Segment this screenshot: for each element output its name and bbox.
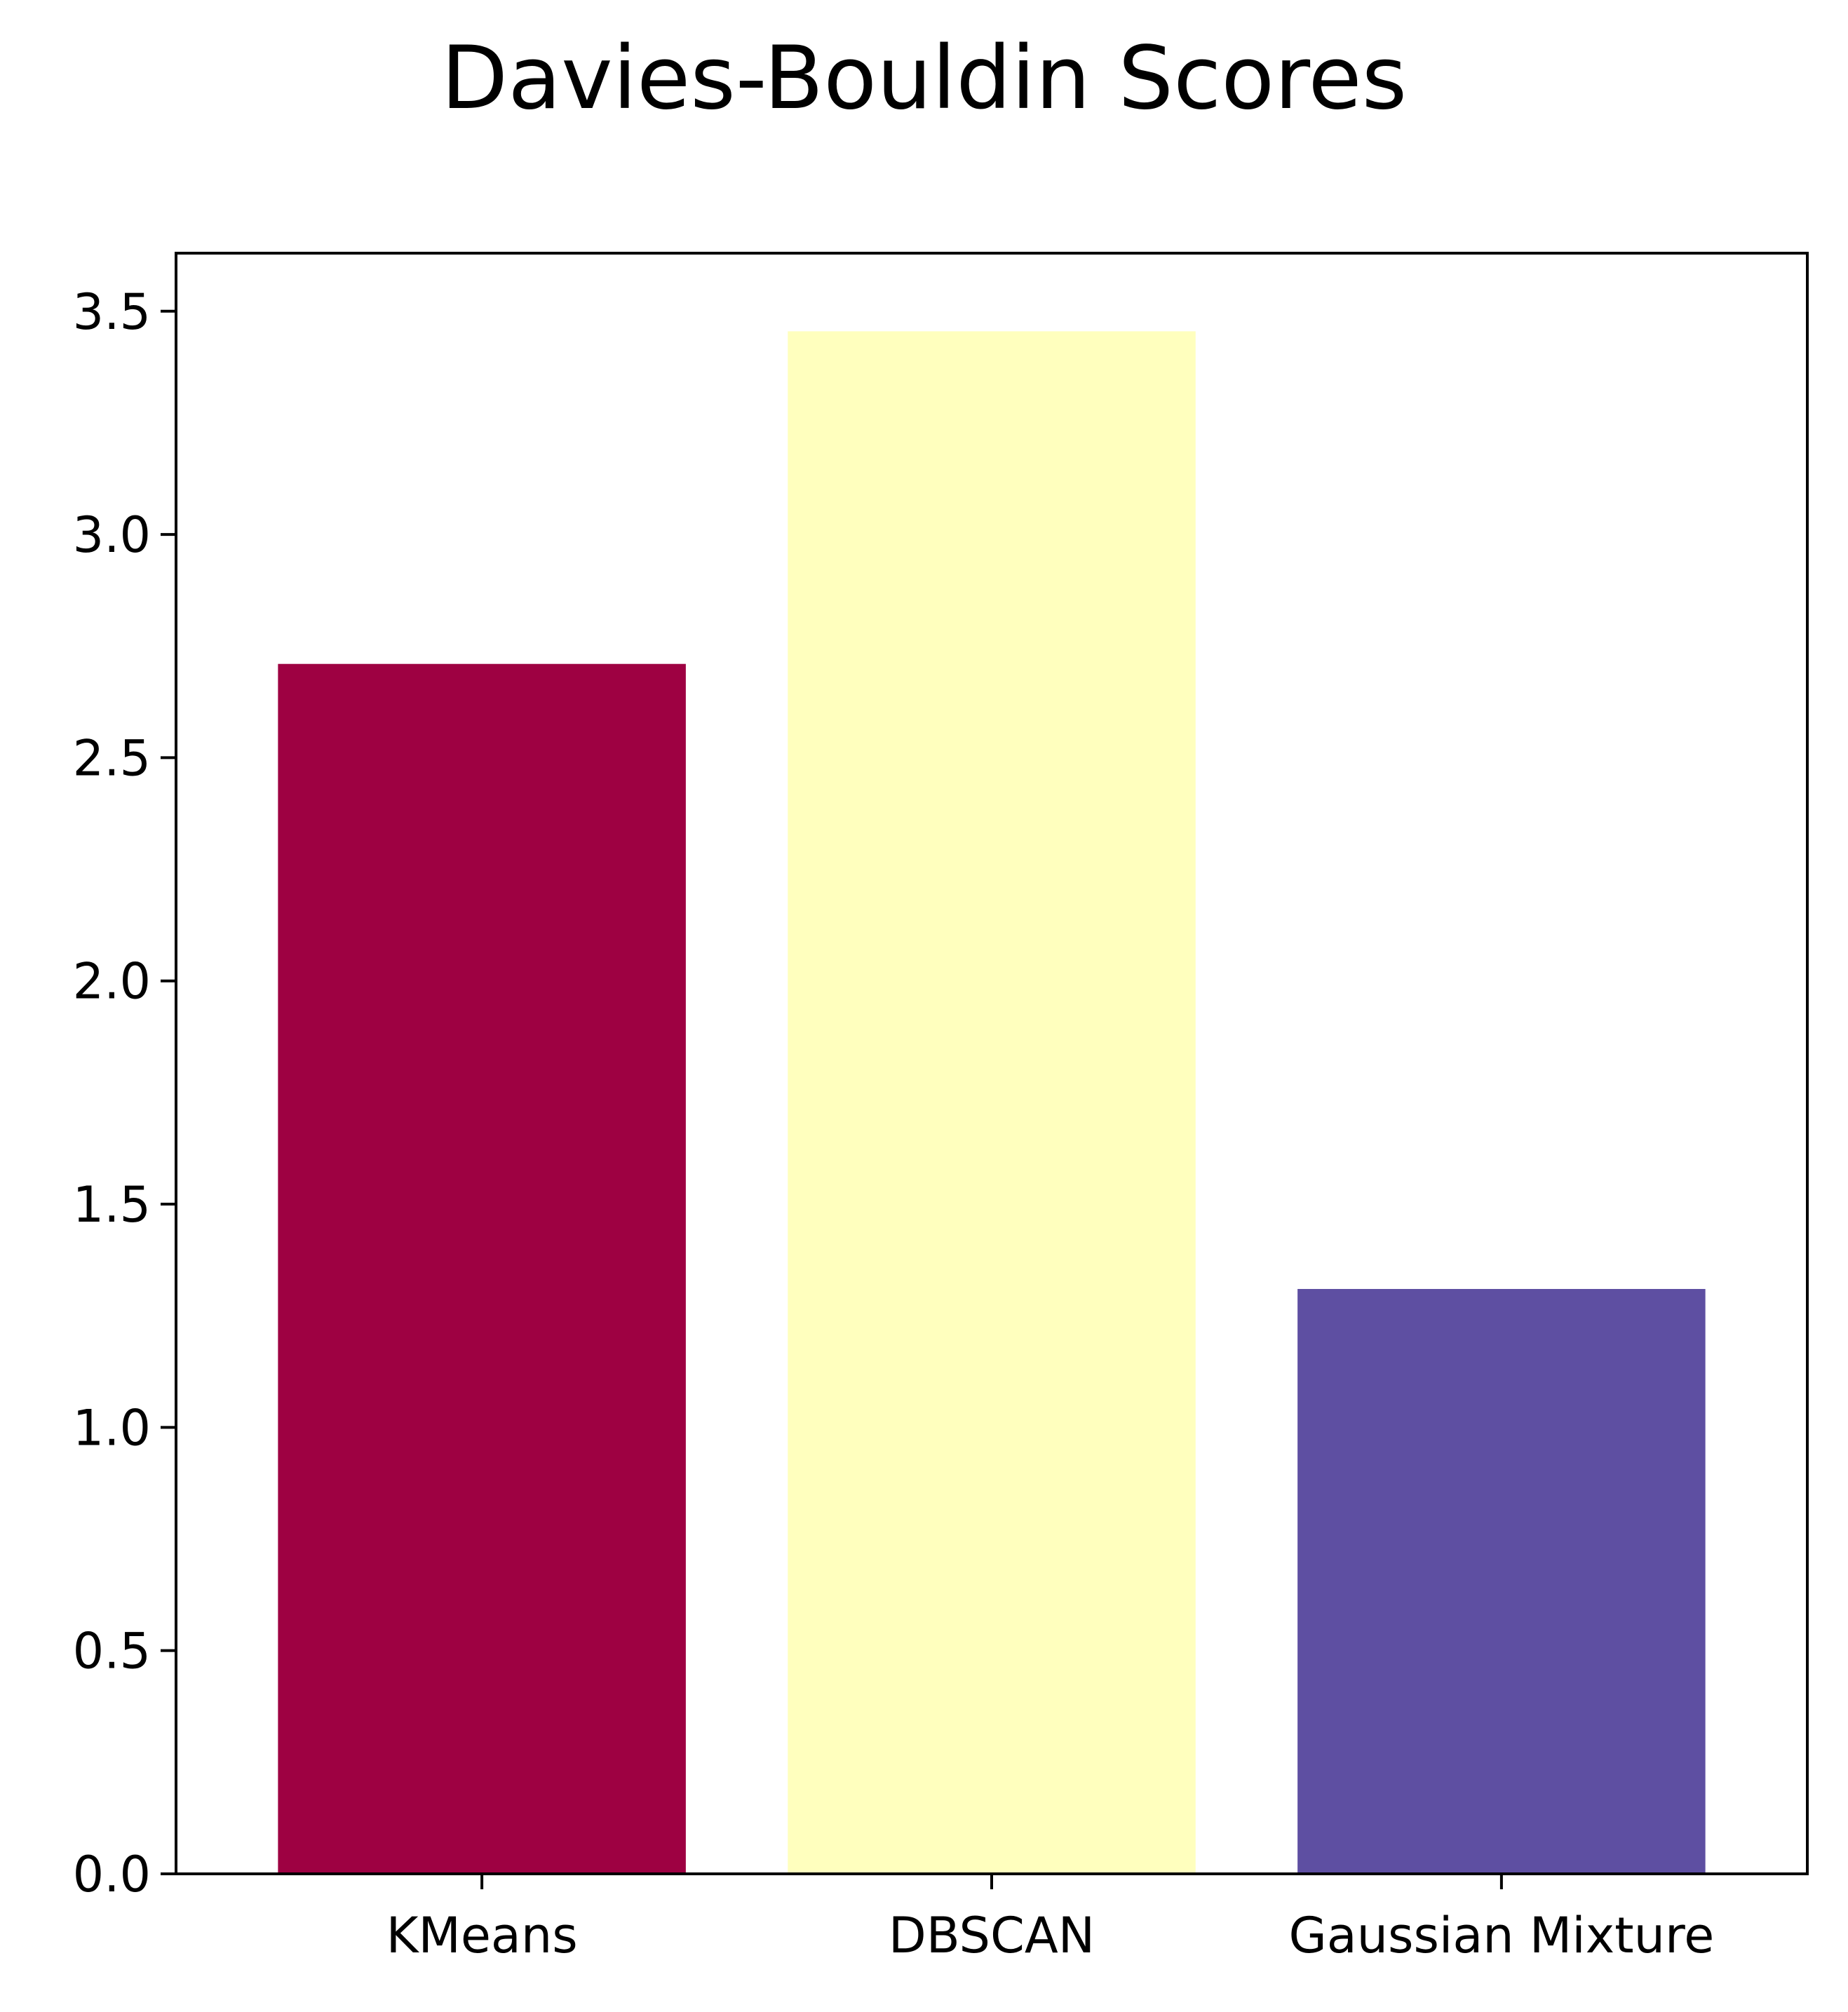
y-tick-label: 1.0	[73, 1399, 151, 1457]
y-tick-label: 0.0	[73, 1846, 151, 1903]
x-tick-label: DBSCAN	[889, 1907, 1095, 1964]
y-tick-label: 3.5	[73, 283, 151, 341]
y-tick-label: 3.0	[73, 506, 151, 564]
x-axis: KMeans DBSCAN Gaussian Mixture	[386, 1874, 1714, 1964]
x-tick-label: Gaussian Mixture	[1288, 1907, 1714, 1964]
plot-frame	[175, 252, 1809, 1875]
y-axis: 0.0 0.5 1.0 1.5 2.0 2.5 3.0 3.5	[73, 283, 176, 1903]
chart-title: Davies-Bouldin Scores	[440, 28, 1408, 129]
bar-gaussian-mixture	[1297, 1289, 1706, 1874]
bars-layer	[278, 331, 1706, 1874]
y-tick-label: 1.5	[73, 1176, 151, 1234]
y-tick-label: 0.5	[73, 1623, 151, 1680]
bar-dbscan	[788, 331, 1196, 1874]
bar-kmeans	[278, 663, 686, 1874]
x-tick-label: KMeans	[386, 1907, 578, 1964]
y-tick-label: 2.0	[73, 953, 151, 1011]
y-tick-label: 2.5	[73, 729, 151, 787]
